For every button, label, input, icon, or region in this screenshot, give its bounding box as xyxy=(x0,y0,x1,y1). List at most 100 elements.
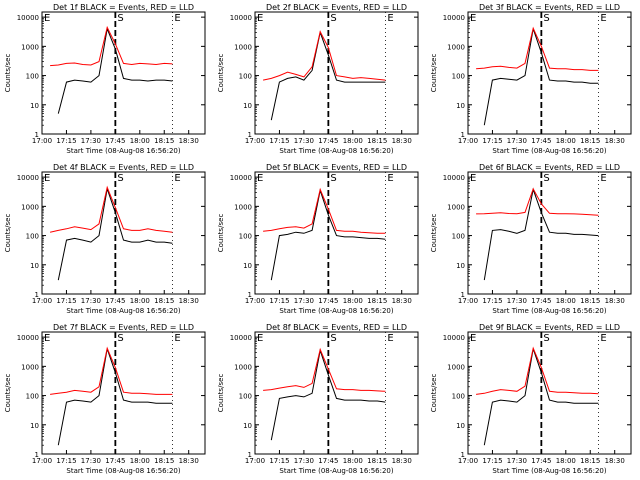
plot-frame xyxy=(467,11,632,135)
time-marker-label: S xyxy=(543,173,549,184)
x-tick-label: 18:30 xyxy=(605,137,625,145)
x-tick-label: 18:00 xyxy=(556,457,576,465)
series-line-events xyxy=(483,28,599,126)
y-tick-label: 10000 xyxy=(443,14,465,22)
plot-frame xyxy=(41,11,206,135)
time-marker-label: S xyxy=(543,333,549,344)
panel-title: Det 6f BLACK = Events, RED = LLD xyxy=(479,163,620,172)
y-tick-label: 10000 xyxy=(443,334,465,342)
plot-frame xyxy=(254,331,419,455)
y-tick-label: 1 xyxy=(461,451,465,459)
x-tick-label: 17:00 xyxy=(458,457,478,465)
y-tick-label: 100 xyxy=(26,233,39,241)
y-tick-label: 1000 xyxy=(447,363,465,371)
y-axis-label: Counts/sec xyxy=(4,214,12,253)
time-marker-label: E xyxy=(44,13,50,24)
series-line-lld xyxy=(263,187,386,234)
x-tick-label: 17:15 xyxy=(482,297,502,305)
x-tick-label: 17:45 xyxy=(531,297,551,305)
x-tick-label: 18:15 xyxy=(580,137,600,145)
y-tick-label: 1000 xyxy=(234,363,252,371)
y-tick-label: 100 xyxy=(26,73,39,81)
y-tick-label: 1 xyxy=(248,451,252,459)
x-tick-label: 18:15 xyxy=(367,457,387,465)
plot-frame xyxy=(41,331,206,455)
x-tick-label: 17:45 xyxy=(531,457,551,465)
y-tick-label: 10000 xyxy=(17,334,39,342)
y-tick-label: 10 xyxy=(456,422,465,430)
time-marker-label: E xyxy=(387,333,393,344)
series-line-events xyxy=(57,348,173,446)
y-tick-label: 10 xyxy=(456,102,465,110)
x-tick-label: 17:00 xyxy=(32,297,52,305)
y-tick-label: 10000 xyxy=(17,14,39,22)
panel-det-5: Det 5f BLACK = Events, RED = LLD 1 10 100 10… xyxy=(217,163,419,315)
y-axis-label: Counts/sec xyxy=(217,54,225,93)
x-axis-label: Start Time (08-Aug-08 16:56:20) xyxy=(279,467,393,475)
y-tick-label: 10 xyxy=(243,102,252,110)
panel-title: Det 8f BLACK = Events, RED = LLD xyxy=(266,323,407,332)
x-tick-label: 17:30 xyxy=(294,457,314,465)
y-tick-label: 1000 xyxy=(447,43,465,51)
x-axis-label: Start Time (08-Aug-08 16:56:20) xyxy=(279,147,393,155)
x-tick-label: 18:30 xyxy=(605,457,625,465)
time-marker-label: E xyxy=(600,333,606,344)
panel-det-6: Det 6f BLACK = Events, RED = LLD 1 10 100 10… xyxy=(430,163,632,315)
x-tick-label: 17:15 xyxy=(56,297,76,305)
y-tick-label: 1 xyxy=(35,291,39,299)
series-line-lld xyxy=(50,346,173,395)
y-tick-label: 1 xyxy=(248,131,252,139)
x-tick-label: 18:00 xyxy=(130,297,150,305)
x-tick-label: 18:00 xyxy=(343,137,363,145)
y-tick-label: 1000 xyxy=(21,43,39,51)
x-tick-label: 17:15 xyxy=(269,297,289,305)
y-tick-label: 100 xyxy=(452,393,465,401)
y-tick-label: 10 xyxy=(243,422,252,430)
time-marker-label: E xyxy=(174,173,180,184)
panel-title: Det 7f BLACK = Events, RED = LLD xyxy=(53,323,194,332)
y-tick-label: 100 xyxy=(239,393,252,401)
x-tick-label: 17:15 xyxy=(56,137,76,145)
x-tick-label: 17:30 xyxy=(81,297,101,305)
x-tick-label: 17:45 xyxy=(318,137,338,145)
time-marker-label: E xyxy=(470,13,476,24)
y-tick-label: 10000 xyxy=(230,14,252,22)
x-tick-label: 17:45 xyxy=(105,137,125,145)
time-marker-label: E xyxy=(257,13,263,24)
x-tick-label: 18:15 xyxy=(580,297,600,305)
time-marker-label: E xyxy=(44,173,50,184)
time-marker-label: E xyxy=(257,173,263,184)
panel-title: Det 9f BLACK = Events, RED = LLD xyxy=(479,323,620,332)
panel-title: Det 4f BLACK = Events, RED = LLD xyxy=(53,163,194,172)
y-tick-label: 10 xyxy=(30,422,39,430)
y-tick-label: 1000 xyxy=(447,203,465,211)
time-marker-label: S xyxy=(117,13,123,24)
x-tick-label: 18:00 xyxy=(130,137,150,145)
series-line-events xyxy=(483,187,599,281)
plot-frame xyxy=(254,171,419,295)
x-tick-label: 17:15 xyxy=(482,137,502,145)
x-tick-label: 17:00 xyxy=(458,297,478,305)
panel-det-2: Det 2f BLACK = Events, RED = LLD 1 10 100 10… xyxy=(217,3,419,155)
x-tick-label: 18:30 xyxy=(605,297,625,305)
time-marker-label: S xyxy=(117,333,123,344)
panel-title: Det 2f BLACK = Events, RED = LLD xyxy=(266,3,407,12)
x-tick-label: 18:00 xyxy=(556,137,576,145)
y-axis-label: Counts/sec xyxy=(430,374,438,413)
x-tick-label: 17:30 xyxy=(507,137,527,145)
x-tick-label: 18:15 xyxy=(367,297,387,305)
series-line-lld xyxy=(50,25,173,67)
y-tick-label: 1 xyxy=(35,451,39,459)
series-line-lld xyxy=(476,187,599,216)
x-tick-label: 17:15 xyxy=(56,457,76,465)
x-axis-label: Start Time (08-Aug-08 16:56:20) xyxy=(66,147,180,155)
x-tick-label: 18:30 xyxy=(392,137,412,145)
x-tick-label: 18:30 xyxy=(179,457,199,465)
x-tick-label: 17:15 xyxy=(482,457,502,465)
time-marker-label: E xyxy=(600,173,606,184)
x-tick-label: 18:15 xyxy=(580,457,600,465)
x-tick-label: 18:00 xyxy=(343,457,363,465)
series-line-lld xyxy=(49,185,173,233)
time-marker-label: E xyxy=(174,13,180,24)
time-marker-label: E xyxy=(174,333,180,344)
